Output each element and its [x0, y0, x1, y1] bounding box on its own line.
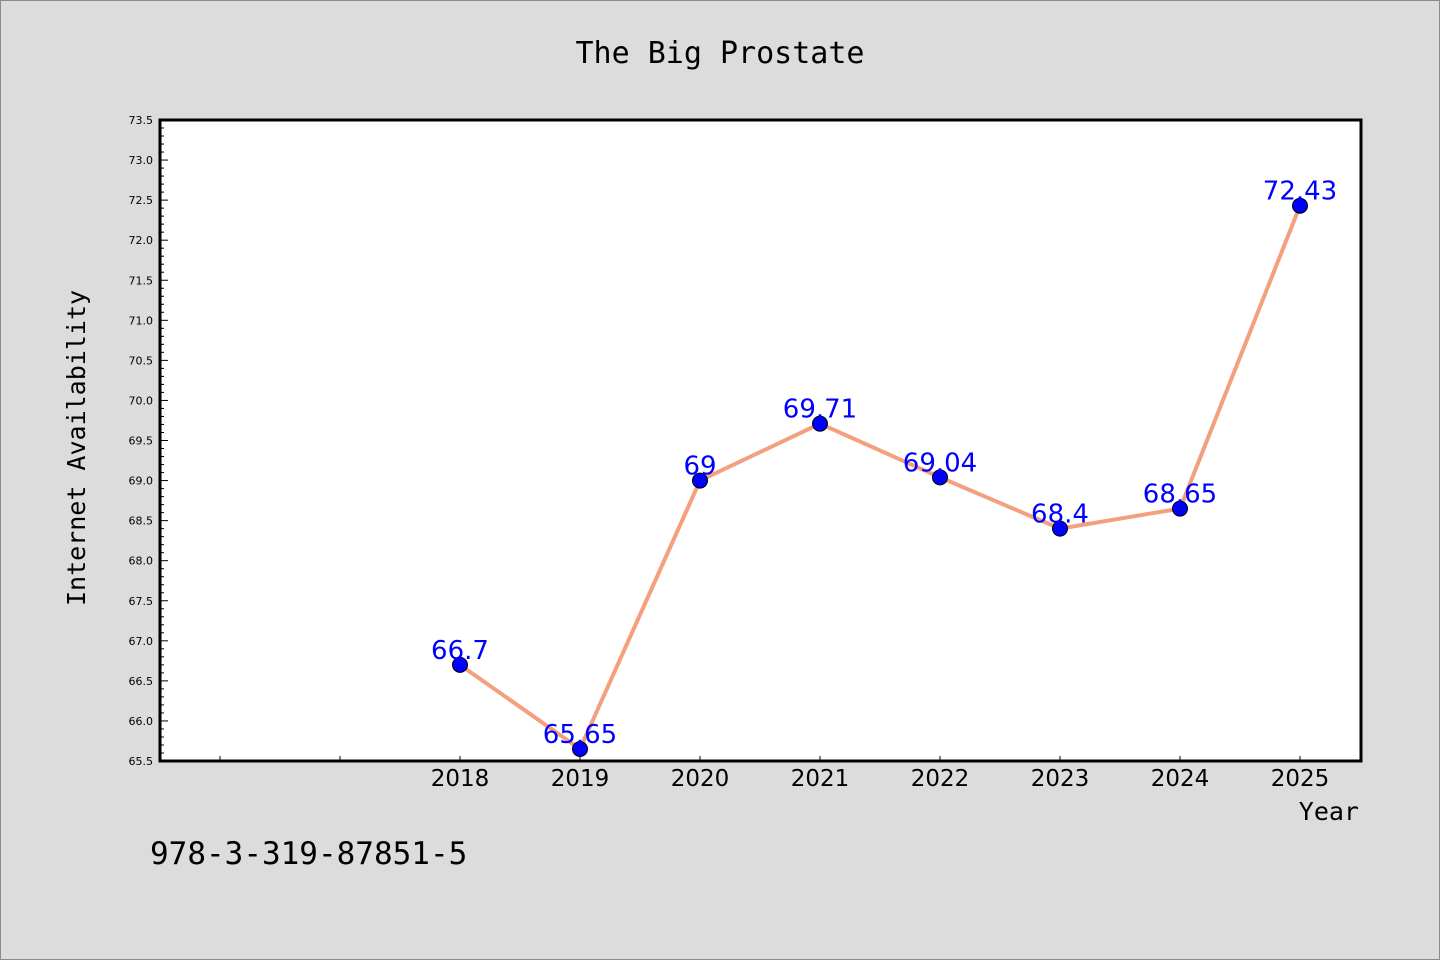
- y-tick-label: 67.0: [129, 635, 154, 648]
- y-tick-label: 65.5: [129, 755, 154, 768]
- data-point: [932, 469, 948, 486]
- y-tick-label: 73.0: [129, 154, 154, 167]
- chart-title: The Big Prostate: [576, 36, 865, 71]
- x-tick-label: 2023: [1031, 766, 1090, 792]
- y-tick-label: 69.0: [129, 475, 154, 488]
- plot-area: [158, 118, 1363, 763]
- x-axis-label: Year: [1299, 797, 1359, 826]
- x-tick-label: 2021: [791, 766, 850, 792]
- data-label: 68.65: [1143, 480, 1217, 510]
- data-point: [1172, 500, 1188, 517]
- x-tick-label: 2025: [1271, 766, 1330, 792]
- data-label: 69: [683, 452, 716, 482]
- data-label: 72.43: [1263, 177, 1337, 207]
- isbn-text: 978-3-319-87851-5: [150, 836, 467, 872]
- y-tick-label: 72.0: [129, 234, 154, 247]
- data-point: [452, 656, 468, 673]
- x-tick-label: 2019: [551, 766, 610, 792]
- data-labels: 66.7 65.65 69 69.71 69.04 68.4 68.65 72.43: [431, 177, 1337, 750]
- x-tick-label: 2020: [671, 766, 730, 792]
- y-tick-label: 73.5: [129, 114, 154, 127]
- y-tick-label: 68.5: [129, 515, 154, 528]
- y-tick-label: 72.5: [129, 194, 154, 207]
- y-axis-label: Internet Availability: [62, 290, 91, 606]
- data-point: [812, 415, 828, 432]
- data-point: [1052, 520, 1068, 537]
- data-point: [572, 740, 588, 757]
- data-label: 68.4: [1031, 500, 1089, 530]
- y-tick-label: 71.5: [129, 274, 154, 287]
- y-tick-label: 68.0: [129, 555, 154, 568]
- data-point: [692, 472, 708, 489]
- y-tick-label: 69.5: [129, 435, 154, 448]
- x-tick-label: 2022: [911, 766, 970, 792]
- series-line-group: [458, 203, 1302, 751]
- y-tick-label: 71.0: [129, 314, 154, 327]
- y-tick-label: 66.0: [129, 715, 154, 728]
- y-tick-label: 70.5: [129, 354, 154, 367]
- y-axis: 65.5 66.0 66.5 67.0 67.5 68.0 68.5 69.0 69.5 70.0…: [129, 114, 168, 768]
- data-point: [1292, 197, 1308, 214]
- data-label: 65.65: [543, 720, 617, 750]
- y-tick-label: 66.5: [129, 675, 154, 688]
- data-points: [452, 197, 1308, 757]
- x-axis: 2018 2019 2020 2021 2022 2023 2024 2025: [219, 756, 1330, 792]
- y-tick-label: 70.0: [129, 394, 154, 407]
- data-label: 69.71: [783, 395, 857, 425]
- data-label: 69.04: [903, 448, 977, 478]
- series-line: [458, 203, 1302, 751]
- x-tick-label: 2024: [1151, 766, 1210, 792]
- data-label: 66.7: [431, 636, 489, 666]
- x-tick-label: 2018: [431, 766, 490, 792]
- y-tick-label: 67.5: [129, 595, 154, 608]
